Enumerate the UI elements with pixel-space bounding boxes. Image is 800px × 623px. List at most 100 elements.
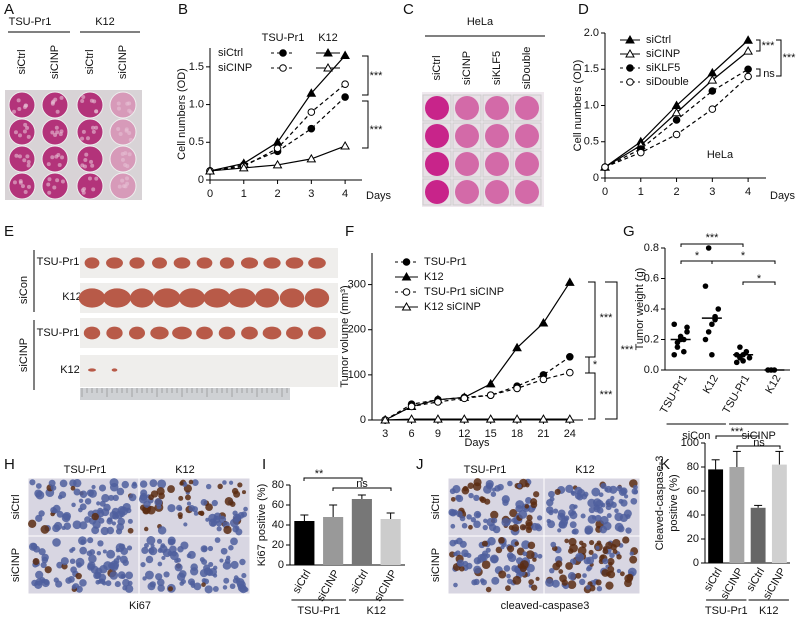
- bracket: [588, 281, 596, 358]
- point: [737, 344, 743, 350]
- x-tick-label: TSU-Pr1: [720, 373, 752, 416]
- marker: [566, 368, 574, 377]
- nucleus: [55, 580, 63, 588]
- y-tick-label: 0.6: [644, 272, 659, 284]
- nucleus: [527, 541, 536, 550]
- legend-label: siCtrl: [218, 47, 243, 59]
- group-label: TSU-Pr1: [297, 605, 340, 617]
- colony: [22, 158, 27, 163]
- y-tick-label: 80: [687, 461, 699, 473]
- nucleus: [614, 508, 619, 514]
- image-label: K12: [175, 464, 195, 476]
- legend-label: TSU-Pr1 siCINP: [424, 286, 504, 298]
- bar: [708, 469, 724, 563]
- annotation: ***: [600, 312, 614, 324]
- x-tick-label: 2: [274, 188, 280, 200]
- colony: [47, 177, 52, 182]
- bar: [351, 499, 372, 565]
- nucleus: [506, 573, 511, 579]
- well: [455, 152, 479, 176]
- colony: [89, 98, 94, 103]
- colony: [120, 178, 125, 183]
- nucleus: [237, 511, 245, 519]
- colony: [50, 155, 55, 160]
- nucleus: [96, 550, 102, 556]
- y-tick-label: 0.8: [644, 242, 659, 254]
- nucleus: [220, 547, 228, 555]
- well: [455, 96, 479, 120]
- x-tick-label: K12: [763, 373, 783, 396]
- marker: [636, 148, 645, 157]
- nucleus: [588, 506, 596, 514]
- bar: [729, 467, 745, 563]
- well: [455, 124, 479, 148]
- tumor: [173, 257, 191, 269]
- colony: [116, 106, 121, 111]
- y-axis-label: Ki67 positive (%): [256, 484, 268, 567]
- nucleus: [100, 526, 109, 536]
- nucleus: [169, 538, 176, 545]
- panel-letter: F: [345, 223, 354, 240]
- nucleus: [589, 539, 595, 546]
- y-tick-label: 20: [272, 539, 284, 551]
- nucleus: [521, 540, 531, 550]
- marker: [459, 414, 470, 423]
- nucleus: [561, 579, 568, 586]
- image-label: K12: [60, 364, 80, 376]
- nucleus: [473, 520, 481, 529]
- nucleus: [517, 483, 522, 489]
- x-tick-label: 2: [673, 186, 679, 198]
- point: [702, 336, 709, 343]
- y-tick-label: 0: [360, 414, 366, 426]
- bracket: [776, 39, 782, 77]
- nucleus: [461, 522, 468, 529]
- x-tick-label: 24: [564, 428, 576, 440]
- panel-letter: A: [4, 1, 14, 18]
- x-tick-label: 4: [342, 188, 348, 200]
- bar: [294, 521, 315, 565]
- nucleus: [97, 540, 104, 547]
- well: [455, 180, 479, 204]
- colony: [125, 164, 130, 169]
- nucleus: [109, 478, 119, 488]
- nucleus: [206, 569, 214, 577]
- nucleus: [147, 582, 156, 591]
- nucleus: [485, 547, 491, 553]
- colony: [94, 109, 99, 114]
- legend-label: siDouble: [646, 76, 689, 88]
- marker: [341, 93, 349, 101]
- well: [485, 96, 509, 120]
- nucleus: [535, 576, 540, 581]
- annotation: *: [741, 250, 746, 262]
- series-line: [384, 282, 571, 421]
- marker: [486, 391, 495, 399]
- marker: [601, 163, 609, 171]
- nucleus: [180, 541, 189, 550]
- colony: [128, 137, 133, 142]
- colony: [80, 136, 85, 141]
- nucleus: [207, 545, 214, 552]
- colony: [81, 95, 86, 100]
- nucleus: [495, 546, 503, 554]
- nucleus: [475, 512, 481, 518]
- colony: [25, 125, 30, 130]
- marker: [485, 414, 496, 423]
- nucleus: [80, 539, 86, 545]
- nucleus: [70, 566, 77, 574]
- nucleus: [525, 519, 533, 527]
- nucleus: [78, 498, 84, 504]
- x-tick-label: 0: [602, 186, 608, 198]
- nucleus: [567, 580, 577, 590]
- tumor: [304, 288, 330, 308]
- nucleus: [126, 545, 133, 551]
- y-tick-label: 80: [272, 479, 284, 491]
- point: [705, 245, 712, 251]
- legend-marker: [279, 49, 287, 57]
- legend-marker: [279, 64, 287, 72]
- series-line: [209, 83, 346, 172]
- nucleus: [110, 562, 119, 572]
- marker: [406, 414, 417, 423]
- x-tick-label: siCtrl: [291, 568, 314, 596]
- nucleus: [73, 478, 82, 488]
- colony: [84, 152, 89, 157]
